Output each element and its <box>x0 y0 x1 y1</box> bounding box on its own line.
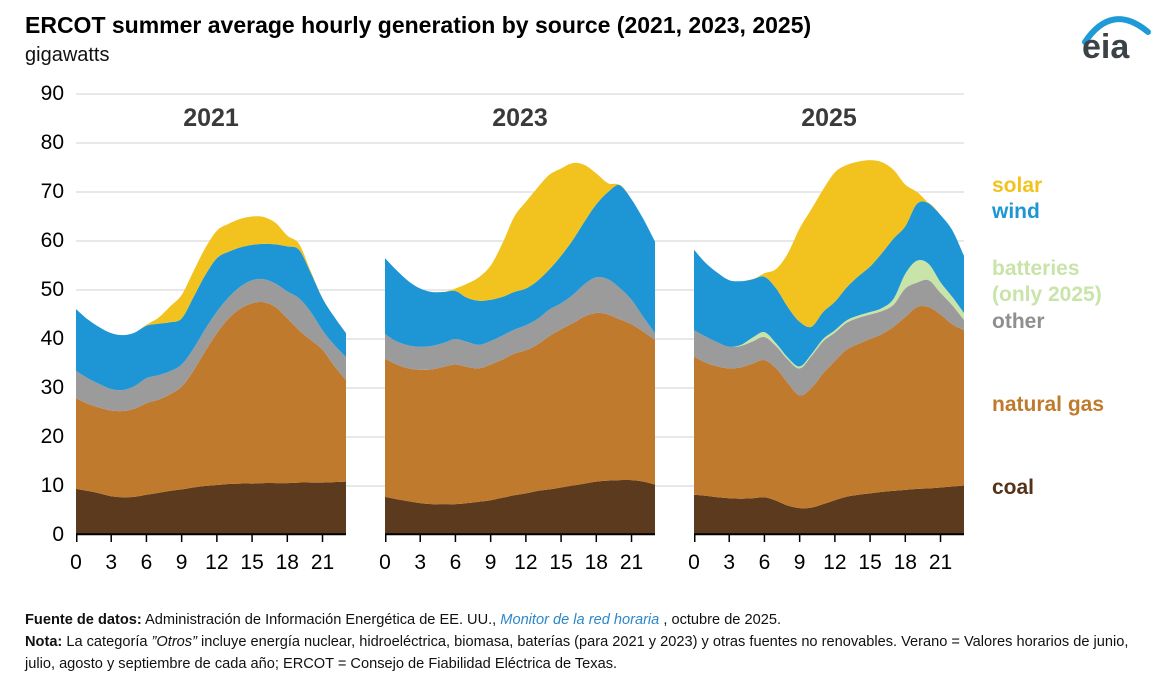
note-label: Nota: <box>25 633 63 650</box>
x-axis-label-2021-21: 21 <box>310 551 335 574</box>
panel-year-label-2025: 2025 <box>801 104 857 132</box>
panel-year-label-2023: 2023 <box>492 104 548 132</box>
x-axis-label-2023-12: 12 <box>514 551 538 574</box>
x-axis-label-2023-9: 9 <box>484 551 497 574</box>
area-solar-2023 <box>385 162 655 301</box>
legend-solar: solar <box>992 174 1043 197</box>
area-coal-2023 <box>385 479 655 535</box>
x-axis-label-2025-3: 3 <box>723 551 736 574</box>
eia-logo: eia <box>1082 16 1151 66</box>
y-axis-label-40: 40 <box>40 327 64 350</box>
x-axis-label-2021-18: 18 <box>275 551 299 574</box>
panel-year-label-2021: 2021 <box>183 104 239 132</box>
area-solar-2021 <box>76 216 346 336</box>
legend-other: other <box>992 310 1045 333</box>
note-pre: La categoría <box>62 633 152 650</box>
x-axis-label-2023-15: 15 <box>549 551 573 574</box>
y-axis-label-60: 60 <box>40 229 64 252</box>
x-axis-label-2021-12: 12 <box>205 551 229 574</box>
area-natural-gas-2023 <box>385 312 655 505</box>
x-axis-label-2021-9: 9 <box>175 551 188 574</box>
note-italic: ”Otros” <box>151 633 197 650</box>
area-coal-2021 <box>76 481 346 535</box>
legend-wind: wind <box>992 200 1040 223</box>
y-axis-label-0: 0 <box>52 523 64 546</box>
panel-2025 <box>694 160 964 542</box>
panel-2023 <box>385 162 655 542</box>
source-label: Fuente de datos: <box>25 612 142 628</box>
x-axis-label-2023-0: 0 <box>379 551 391 574</box>
source-line: Fuente de datos: Administración de Infor… <box>25 610 1150 632</box>
x-axis-label-2025-6: 6 <box>758 551 771 574</box>
page-title: ERCOT summer average hourly generation b… <box>25 12 812 38</box>
area-wind-2021 <box>76 243 346 391</box>
area-natural-gas-2021 <box>76 301 346 498</box>
note-post: incluye energía nuclear, hidroeléctrica,… <box>25 633 1129 672</box>
y-axis-label-70: 70 <box>40 180 64 203</box>
x-axis-label-2025-0: 0 <box>688 551 700 574</box>
source-tail: , octubre de 2025. <box>659 612 781 628</box>
area-wind-2023 <box>385 184 655 347</box>
x-axis-label-2025-18: 18 <box>893 551 917 574</box>
x-axis-label-2021-3: 3 <box>105 551 118 574</box>
units-label: gigawatts <box>25 44 110 66</box>
area-coal-2025 <box>694 485 964 535</box>
area-solar-2025 <box>694 160 964 328</box>
area-wind-2025 <box>694 201 964 367</box>
source-link[interactable]: Monitor de la red horaria <box>500 612 660 628</box>
x-axis-label-2025-9: 9 <box>793 551 806 574</box>
y-axis-label-30: 30 <box>40 376 64 399</box>
x-axis-label-2023-3: 3 <box>414 551 427 574</box>
x-axis-label-2023-6: 6 <box>449 551 462 574</box>
x-axis-label-2021-15: 15 <box>240 551 264 574</box>
x-axis-label-2021-0: 0 <box>70 551 82 574</box>
legend-natural-gas: natural gas <box>992 393 1105 416</box>
eia-logo-swoosh <box>1082 16 1151 45</box>
area-other-2025 <box>694 279 964 396</box>
y-axis-label-80: 80 <box>40 131 64 154</box>
x-axis-label-2025-15: 15 <box>858 551 882 574</box>
y-axis-label-50: 50 <box>40 278 64 301</box>
note-line: Nota: La categoría ”Otros” incluye energ… <box>25 632 1150 676</box>
x-axis-label-2025-21: 21 <box>928 551 953 574</box>
footer: Fuente de datos: Administración de Infor… <box>25 610 1150 676</box>
area-natural-gas-2025 <box>694 306 964 509</box>
area-other-2021 <box>76 278 346 412</box>
panel-2021 <box>76 216 346 542</box>
x-axis-label-2023-18: 18 <box>584 551 608 574</box>
x-axis-label-2025-12: 12 <box>823 551 847 574</box>
legend-batteries: batteries (only 2025) <box>992 257 1102 306</box>
y-axis-label-10: 10 <box>40 474 64 497</box>
area-other-2023 <box>385 276 655 370</box>
source-text: Administración de Información Energética… <box>141 612 501 628</box>
legend-coal: coal <box>992 476 1035 499</box>
y-axis-label-20: 20 <box>40 425 64 448</box>
eia-logo-text: eia <box>1082 28 1130 66</box>
x-axis-label-2021-6: 6 <box>140 551 153 574</box>
x-axis-label-2023-21: 21 <box>619 551 644 574</box>
y-axis-label-90: 90 <box>40 82 64 105</box>
